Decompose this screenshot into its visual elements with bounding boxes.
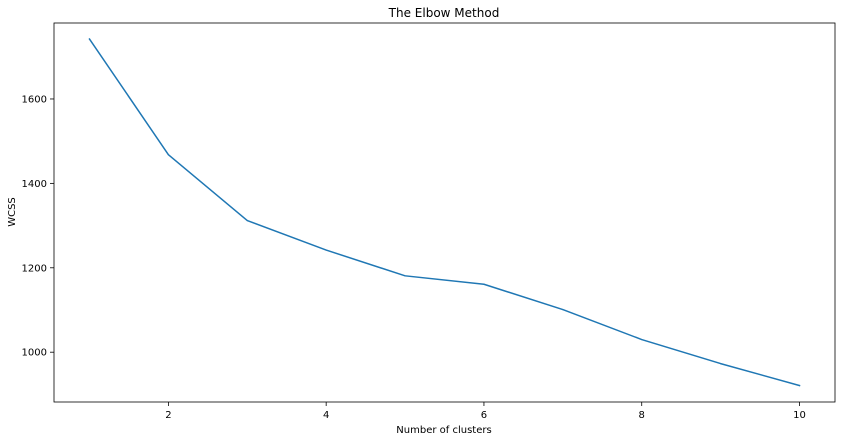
data-point: [167, 154, 169, 156]
chart-title: The Elbow Method: [388, 6, 500, 20]
x-tick-label: 4: [323, 410, 329, 421]
data-point: [562, 308, 564, 311]
data-point: [88, 38, 91, 40]
data-point: [325, 249, 327, 251]
y-tick-label: 1200: [22, 263, 47, 274]
data-point: [720, 362, 722, 365]
series-lines: [88, 37, 801, 387]
data-point: [246, 219, 248, 222]
data-point: [483, 283, 485, 285]
x-axis-label: Number of clusters: [396, 425, 491, 436]
y-tick-label: 1000: [22, 348, 47, 359]
y-tick-label: 1400: [22, 179, 47, 190]
x-tick-label: 10: [793, 410, 806, 421]
data-point: [798, 384, 801, 387]
axis-ticks: 2 4 6 8 10 1000 1200 1400 1600: [22, 94, 806, 421]
x-tick-label: 2: [165, 410, 171, 421]
plot-frame: [53, 22, 836, 403]
plot-background: [54, 23, 835, 402]
y-axis-label: WCSS: [7, 197, 18, 227]
x-tick-label: 6: [481, 410, 487, 421]
data-point: [641, 338, 643, 341]
series-line: [88, 37, 801, 387]
data-point: [404, 275, 406, 277]
x-tick-label: 8: [639, 410, 645, 421]
y-tick-label: 1600: [22, 94, 47, 105]
